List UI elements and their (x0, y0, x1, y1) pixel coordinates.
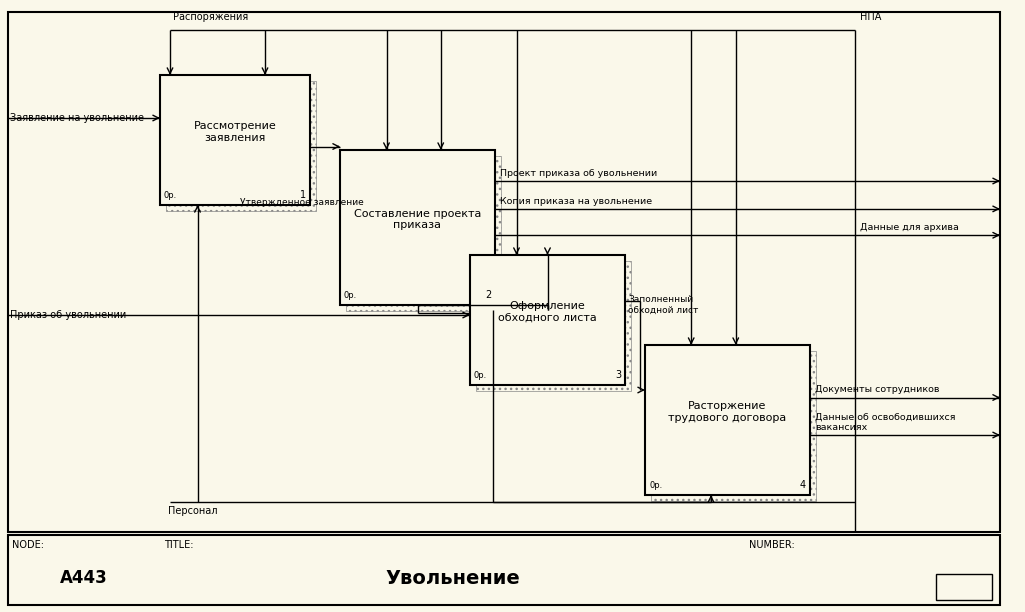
Bar (8, 535, 1000, 605)
Bar (476, 261, 631, 391)
Text: Увольнение: Увольнение (385, 569, 520, 588)
Text: 3: 3 (615, 370, 621, 380)
Text: Данные для архива: Данные для архива (860, 223, 958, 232)
Text: 1: 1 (300, 190, 306, 200)
Bar (936, 573, 992, 600)
Text: NODE:: NODE: (12, 540, 44, 550)
Text: Данные об освободившихся
вакансиях: Данные об освободившихся вакансиях (815, 412, 955, 432)
Text: 0р.: 0р. (344, 291, 358, 300)
Text: Документы сотрудников: Документы сотрудников (815, 386, 940, 395)
Bar (645, 345, 810, 495)
Bar (160, 75, 310, 205)
Text: Персонал: Персонал (168, 506, 217, 516)
Text: Копия приказа на увольнение: Копия приказа на увольнение (500, 197, 652, 206)
Text: Распоряжения: Распоряжения (173, 12, 248, 22)
Text: 0р.: 0р. (164, 191, 177, 200)
Text: 4: 4 (800, 480, 806, 490)
Text: 0р.: 0р. (649, 481, 662, 490)
Text: 2: 2 (485, 290, 491, 300)
Bar (470, 255, 625, 385)
Text: Оформление
обходного листа: Оформление обходного листа (498, 301, 597, 323)
Text: А443: А443 (60, 569, 108, 588)
Text: Заполненный
обходной лист: Заполненный обходной лист (628, 295, 698, 315)
Text: 0р.: 0р. (474, 371, 487, 380)
Bar (346, 156, 501, 311)
Text: Утвержденное заявление: Утвержденное заявление (240, 198, 364, 207)
Text: Составление проекта
приказа: Составление проекта приказа (354, 209, 481, 230)
Bar (8, 12, 1000, 532)
Bar (166, 81, 316, 211)
Bar (651, 351, 816, 501)
Text: Заявление на увольнение: Заявление на увольнение (10, 113, 144, 123)
Bar (340, 150, 495, 305)
Text: Проект приказа об увольнении: Проект приказа об увольнении (500, 169, 657, 178)
Text: НПА: НПА (860, 12, 882, 22)
Text: Рассмотрение
заявления: Рассмотрение заявления (194, 121, 277, 143)
Text: NUMBER:: NUMBER: (749, 540, 794, 550)
Bar (476, 261, 631, 391)
Bar (346, 156, 501, 311)
Bar (166, 81, 316, 211)
Text: Расторжение
трудового договора: Расторжение трудового договора (668, 401, 786, 423)
Text: Приказ об увольнении: Приказ об увольнении (10, 310, 126, 320)
Text: TITLE:: TITLE: (164, 540, 194, 550)
Bar (651, 351, 816, 501)
